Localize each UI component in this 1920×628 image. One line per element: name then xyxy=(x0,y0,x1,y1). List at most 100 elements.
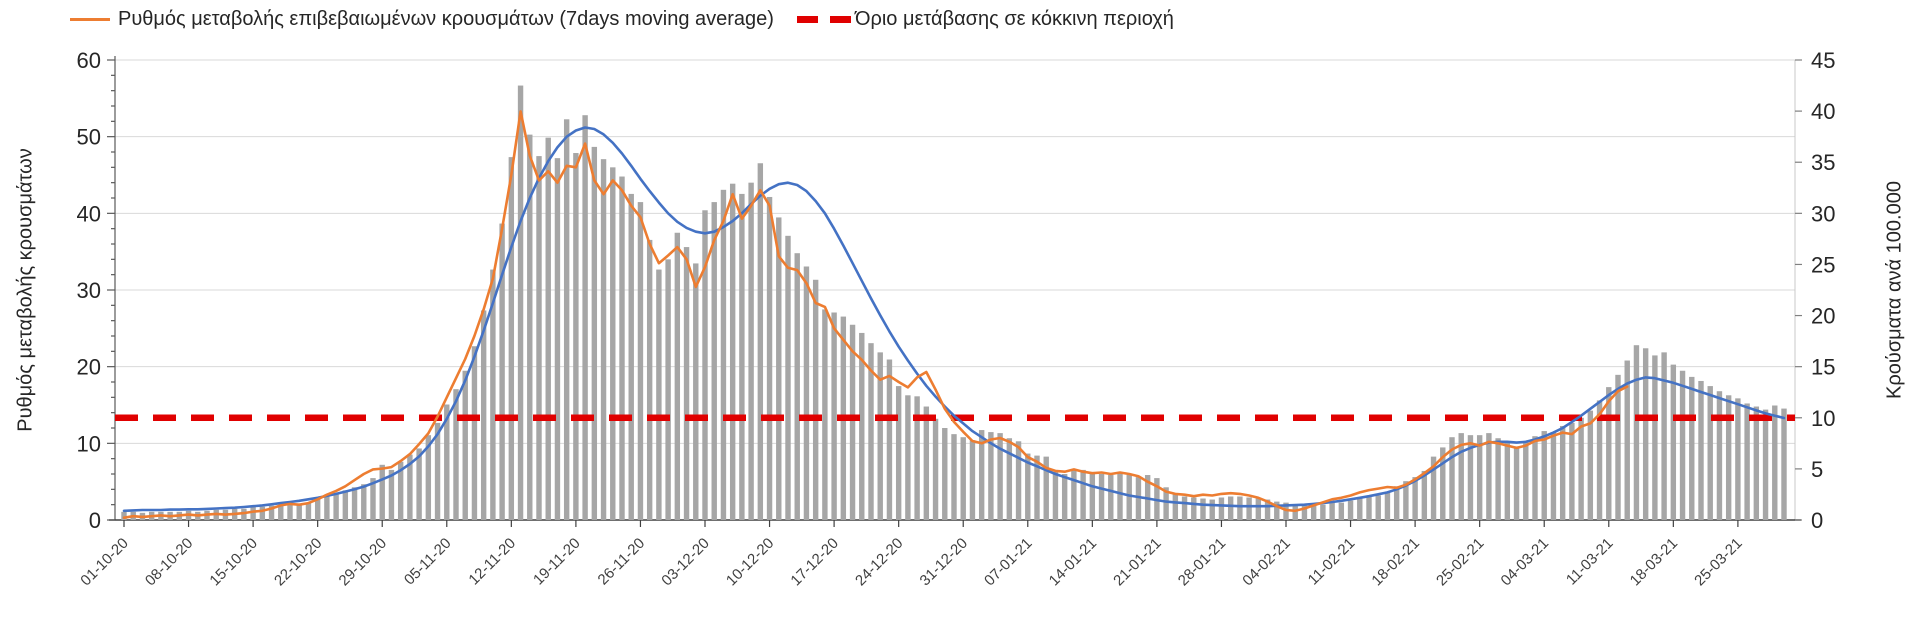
bar xyxy=(628,193,634,520)
bar xyxy=(1347,500,1354,520)
x-axis-tick-label: 03-12-20 xyxy=(658,535,712,589)
x-axis-tick-label: 14-01-21 xyxy=(1046,535,1100,589)
bar xyxy=(480,310,487,520)
bar xyxy=(582,115,588,520)
x-axis-tick-label: 22-10-20 xyxy=(271,535,325,589)
bar xyxy=(1237,496,1243,520)
bar xyxy=(1578,417,1584,520)
bar xyxy=(1642,348,1649,520)
bar xyxy=(600,159,607,520)
trend-line xyxy=(122,126,1786,513)
bar xyxy=(1753,406,1760,520)
bar xyxy=(766,196,773,520)
bar xyxy=(988,432,994,520)
bar xyxy=(822,309,828,520)
left-axis-tick-label: 60 xyxy=(77,48,101,73)
x-axis-tick-label: 01-10-20 xyxy=(77,535,131,589)
bar xyxy=(563,119,570,521)
bar xyxy=(1707,386,1713,520)
legend-orange-line-icon xyxy=(70,18,110,21)
right-axis-tick-label: 20 xyxy=(1811,304,1835,329)
bar xyxy=(388,469,395,520)
bar xyxy=(1025,453,1031,520)
bar xyxy=(324,494,330,520)
right-axis-tick-label: 10 xyxy=(1811,406,1835,431)
legend: Ρυθμός μεταβολής επιβεβαιωμένων κρουσμάτ… xyxy=(0,0,1920,36)
bar xyxy=(1679,370,1686,520)
bar xyxy=(1633,345,1640,520)
bar xyxy=(1366,496,1372,520)
right-axis-tick-label: 45 xyxy=(1811,48,1835,73)
bar xyxy=(693,263,699,520)
bar xyxy=(1006,438,1013,520)
bar xyxy=(1071,469,1077,520)
bar xyxy=(1523,441,1529,520)
bar xyxy=(1476,435,1483,520)
x-axis-tick-label: 19-11-20 xyxy=(530,535,584,589)
bar xyxy=(1689,376,1695,520)
bar xyxy=(1274,501,1280,520)
x-axis-tick-label: 08-10-20 xyxy=(142,535,196,589)
bar xyxy=(444,404,450,520)
bar xyxy=(1421,470,1428,520)
bar xyxy=(1255,498,1262,520)
bar xyxy=(314,498,321,520)
left-axis-tick-label: 50 xyxy=(77,125,101,150)
bar xyxy=(1467,435,1474,520)
x-axis-tick-label: 05-11-20 xyxy=(401,535,455,589)
x-axis-tick-label: 18-03-21 xyxy=(1627,535,1681,589)
bar xyxy=(969,440,976,520)
bar xyxy=(1781,408,1787,520)
bar xyxy=(868,343,874,520)
bar xyxy=(1762,409,1769,520)
x-axis-tick-label: 12-11-20 xyxy=(465,535,519,589)
bar xyxy=(1320,504,1326,520)
bar xyxy=(1015,441,1022,520)
bar xyxy=(1089,471,1096,520)
bar xyxy=(794,253,800,520)
x-axis-tick-label: 07-01-21 xyxy=(981,535,1035,589)
bar xyxy=(1716,391,1723,520)
bar xyxy=(1532,436,1538,520)
bar xyxy=(1606,387,1612,520)
bar xyxy=(573,153,579,520)
bar xyxy=(859,332,865,520)
bar xyxy=(1218,497,1225,520)
bar xyxy=(951,434,957,520)
bar xyxy=(1301,505,1308,520)
bar xyxy=(1559,425,1566,520)
bar xyxy=(1135,477,1142,520)
x-axis-tick-label: 15-10-20 xyxy=(206,535,260,589)
bar xyxy=(1403,481,1409,520)
bar xyxy=(1191,497,1197,520)
bar xyxy=(1200,498,1206,520)
right-axis-tick-label: 0 xyxy=(1811,508,1823,533)
left-axis-tick-label: 0 xyxy=(89,508,101,533)
bar xyxy=(646,239,653,520)
legend-label-moving-average: Ρυθμός μεταβολής επιβεβαιωμένων κρουσμάτ… xyxy=(118,8,774,30)
bar xyxy=(1061,474,1068,520)
bar xyxy=(1541,431,1547,520)
bar xyxy=(729,183,736,520)
x-axis-tick-label: 11-03-21 xyxy=(1563,535,1617,589)
bar xyxy=(554,158,561,520)
bar xyxy=(1412,477,1418,520)
bar xyxy=(1052,471,1059,520)
x-axis-tick-label: 26-11-20 xyxy=(595,535,649,589)
bar xyxy=(508,157,515,520)
bar xyxy=(1735,398,1741,520)
bar xyxy=(757,163,764,520)
x-axis-tick-label: 04-02-21 xyxy=(1239,535,1293,589)
bar xyxy=(1661,352,1667,520)
bar xyxy=(1725,395,1732,520)
bar xyxy=(1292,504,1298,520)
bar xyxy=(1615,374,1621,520)
bar xyxy=(1430,456,1437,520)
bar xyxy=(849,324,856,520)
bar xyxy=(656,269,662,520)
bar xyxy=(1080,469,1086,520)
bar xyxy=(278,504,284,520)
bar xyxy=(1495,438,1501,520)
